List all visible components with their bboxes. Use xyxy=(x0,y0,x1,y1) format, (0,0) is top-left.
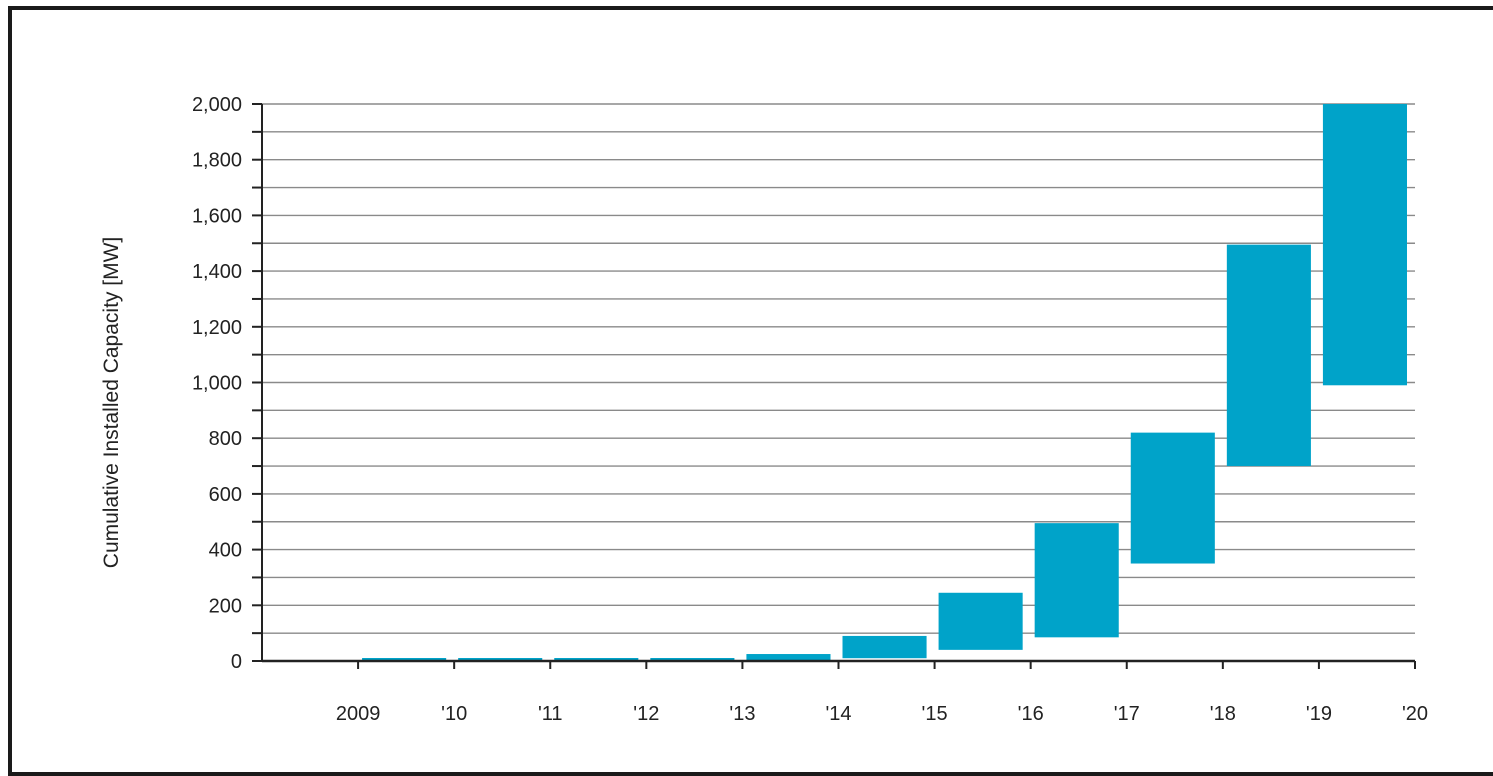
x-tick-labels: 2009 '10 '11 '12 '13 '14 '15 '16 '17 '18 '19 '20 xyxy=(336,703,1428,725)
x-tick-label: '14 xyxy=(825,703,851,725)
bar-0 xyxy=(362,658,447,661)
axes xyxy=(252,103,1416,669)
bar-8 xyxy=(1130,432,1215,564)
y-tick-label: 1,200 xyxy=(192,317,242,339)
y-tick-label: 800 xyxy=(209,428,242,450)
y-tick-label: 400 xyxy=(209,540,242,562)
y-tick-label: 0 xyxy=(231,651,242,673)
x-tick-label: '10 xyxy=(441,703,467,725)
x-tick-label: '15 xyxy=(922,703,948,725)
y-tick-label: 600 xyxy=(209,484,242,506)
bar-9 xyxy=(1226,244,1311,467)
y-tick-label: 1,400 xyxy=(192,261,242,283)
bar-5 xyxy=(842,635,927,659)
bar-7 xyxy=(1034,523,1119,638)
y-tick-label: 2,000 xyxy=(192,94,242,116)
bar-6 xyxy=(938,592,1023,650)
x-tick-label: '17 xyxy=(1114,703,1140,725)
x-tick-label: '19 xyxy=(1306,703,1332,725)
y-axis-title: Cumulative Installed Capacity [MW] xyxy=(100,237,123,568)
x-tick-label: '20 xyxy=(1402,703,1428,725)
y-tick-label: 200 xyxy=(209,595,242,617)
y-tick-label: 1,800 xyxy=(192,150,242,172)
x-tick-label: 2009 xyxy=(336,703,381,725)
x-tick-label: '16 xyxy=(1018,703,1044,725)
x-tick-label: '18 xyxy=(1210,703,1236,725)
grid-lines xyxy=(262,103,1415,662)
x-tick-label: '11 xyxy=(538,703,563,725)
x-tick-label: '12 xyxy=(633,703,659,725)
bars xyxy=(362,104,1407,661)
y-tick-label: 1,000 xyxy=(192,373,242,395)
bar-4 xyxy=(746,654,831,661)
bar-3 xyxy=(650,658,735,661)
y-tick-labels: 0 200 400 600 800 1,000 1,200 1,400 1,600 1,800 2,… xyxy=(192,94,242,673)
y-tick-label: 1,600 xyxy=(192,205,242,227)
x-tick-label: '13 xyxy=(729,703,755,725)
bar-2 xyxy=(554,658,639,661)
bar-1 xyxy=(458,658,543,661)
bar-10 xyxy=(1322,104,1407,386)
